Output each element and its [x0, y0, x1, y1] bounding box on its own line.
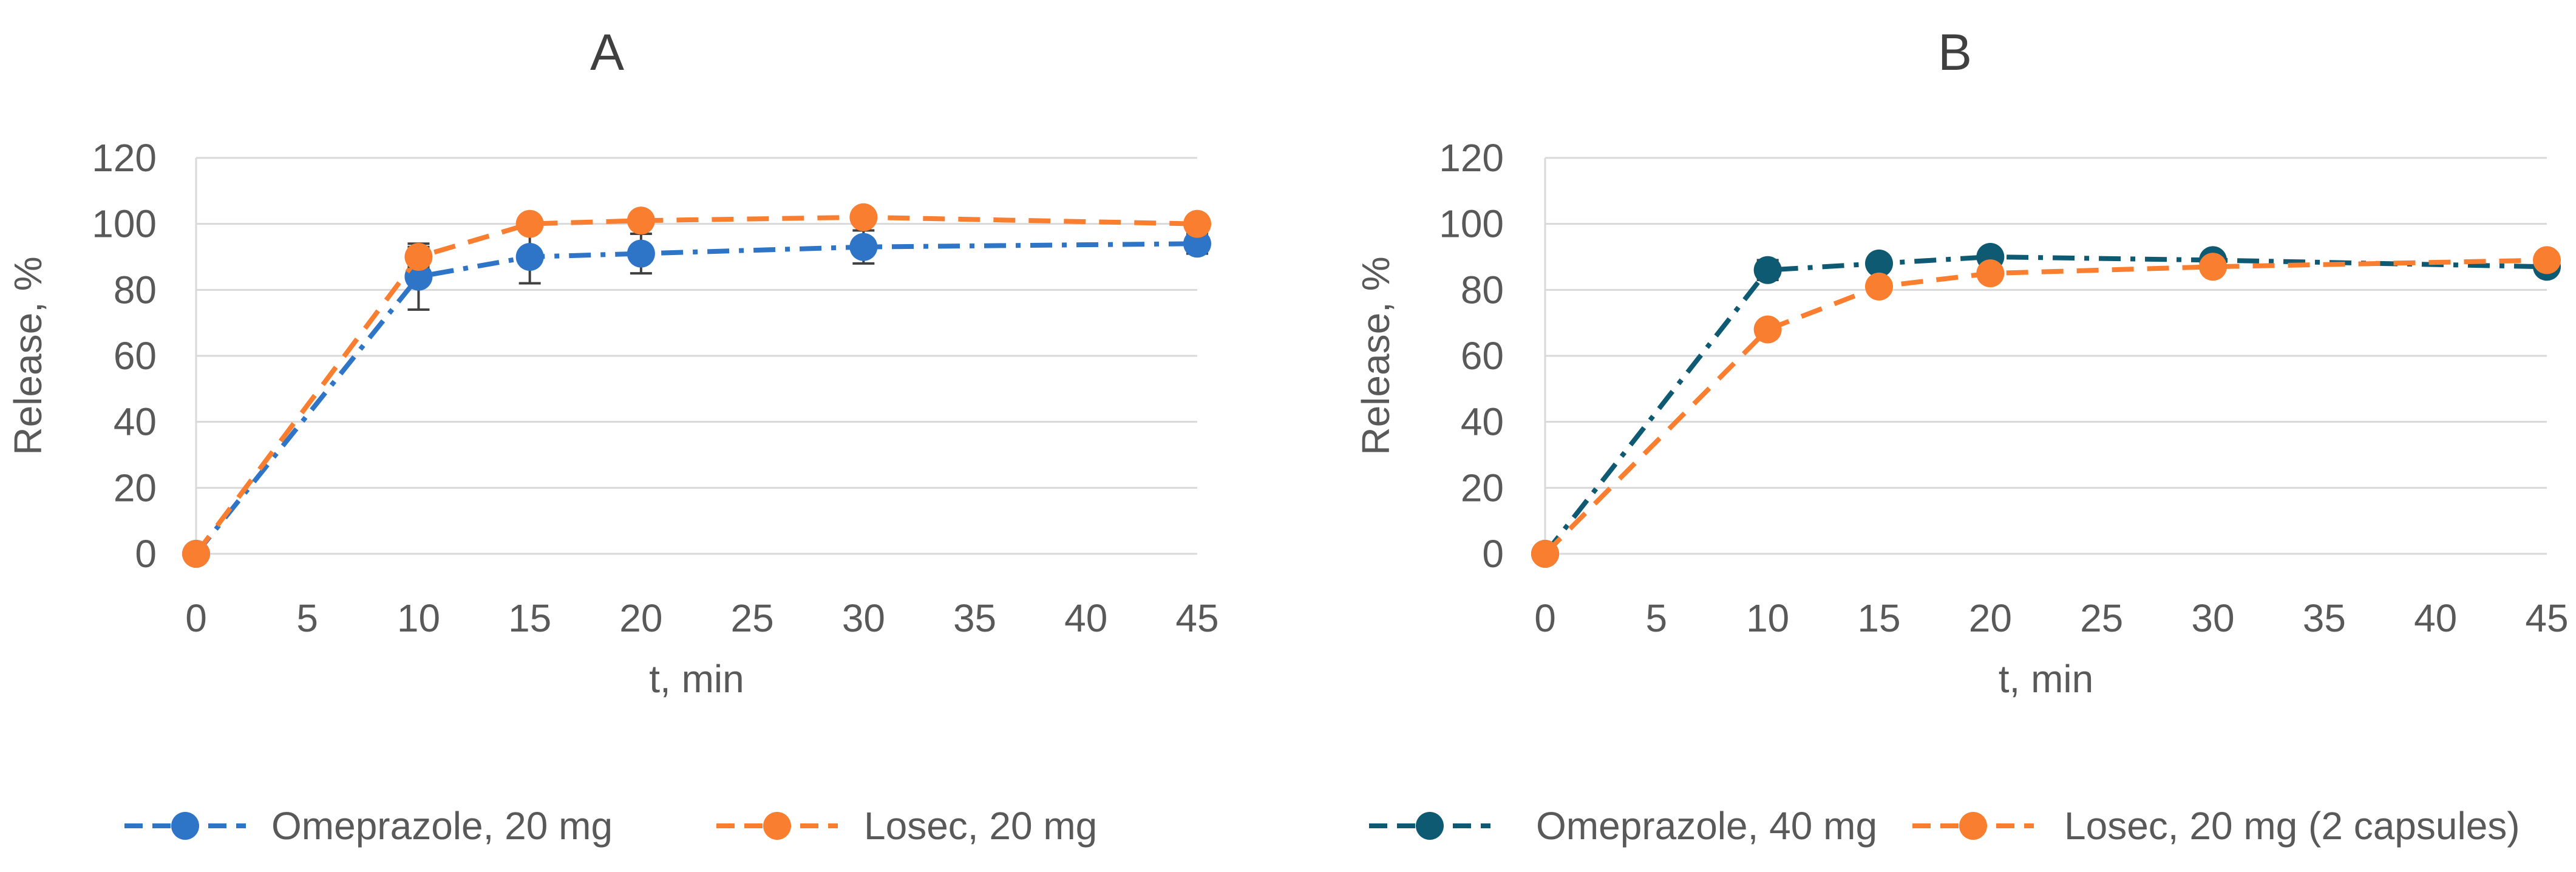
y-axis-label: Release, %	[6, 256, 50, 455]
y-tick-label: 60	[114, 334, 157, 378]
x-tick-label: 20	[619, 596, 662, 640]
x-tick-label: 30	[2191, 596, 2234, 640]
data-point	[849, 233, 878, 261]
data-point	[515, 209, 544, 238]
legend-marker	[171, 812, 199, 840]
x-tick-label: 35	[953, 596, 996, 640]
x-tick-label: 40	[1064, 596, 1107, 640]
data-point	[627, 239, 655, 268]
legend-label: Losec, 20 mg (2 capsules)	[2064, 804, 2520, 848]
legend-marker	[1959, 812, 1987, 840]
series-line	[1543, 257, 2547, 556]
data-point	[627, 206, 655, 235]
data-point	[182, 540, 210, 568]
x-tick-label: 25	[2080, 596, 2123, 640]
y-tick-label: 40	[1461, 400, 1504, 444]
x-tick-label: 45	[1175, 596, 1218, 640]
series-line	[194, 241, 1198, 556]
legend-label: Omeprazole, 20 mg	[271, 804, 613, 848]
x-tick-label: 45	[2525, 596, 2568, 640]
data-point	[1865, 249, 1893, 278]
y-tick-label: 120	[1439, 136, 1504, 180]
y-tick-label: 0	[1482, 532, 1504, 576]
x-tick-label: 0	[1534, 596, 1556, 640]
y-axis-label: Release, %	[1354, 256, 1398, 455]
legend-marker	[1416, 812, 1444, 840]
x-tick-label: 5	[296, 596, 318, 640]
legend-marker	[763, 812, 791, 840]
data-point	[1753, 315, 1782, 344]
x-tick-label: 35	[2303, 596, 2346, 640]
y-tick-label: 20	[114, 466, 157, 509]
data-point	[1865, 272, 1893, 301]
legend-label: Omeprazole, 40 mg	[1536, 804, 1877, 848]
x-tick-label: 40	[2414, 596, 2457, 640]
chart-title: A	[590, 24, 624, 81]
x-tick-label: 30	[842, 596, 885, 640]
data-point	[2199, 253, 2227, 281]
chart-panel-a: A 0 20 40 60 80 100 120 0 5 10 15 20 25 30 35 40 45 t, min…	[6, 24, 1219, 848]
series-line	[194, 214, 1198, 556]
data-point	[515, 243, 544, 271]
x-tick-label: 25	[731, 596, 774, 640]
x-axis-label: t, min	[1999, 657, 2093, 701]
series-line	[1543, 254, 2547, 556]
data-point	[1183, 209, 1211, 238]
data-point	[1531, 540, 1559, 568]
data-point	[404, 243, 433, 271]
y-tick-label: 60	[1461, 334, 1504, 378]
x-tick-label: 15	[1857, 596, 1900, 640]
x-tick-label: 10	[397, 596, 440, 640]
x-tick-label: 20	[1969, 596, 2012, 640]
y-tick-label: 0	[135, 532, 157, 576]
y-tick-label: 100	[1439, 202, 1504, 246]
y-tick-label: 80	[1461, 268, 1504, 312]
x-axis-label: t, min	[649, 657, 744, 701]
x-tick-label: 5	[1646, 596, 1668, 640]
data-point	[1183, 230, 1211, 258]
x-tick-label: 10	[1746, 596, 1789, 640]
x-tick-label: 0	[185, 596, 207, 640]
y-tick-label: 40	[114, 400, 157, 444]
y-tick-label: 120	[92, 136, 157, 180]
chart-panel-b: B 0 20 40 60 80 100 120 0 5 10 15 20 25 30 35 40 45 t, min…	[1354, 24, 2569, 848]
y-tick-label: 100	[92, 202, 157, 246]
data-point	[2533, 246, 2561, 274]
chart-title: B	[1938, 24, 1972, 81]
legend-label: Losec, 20 mg	[864, 804, 1097, 848]
data-point	[1753, 256, 1782, 284]
data-point	[849, 203, 878, 231]
data-point	[1976, 259, 2005, 288]
y-tick-label: 80	[114, 268, 157, 312]
y-tick-label: 20	[1461, 466, 1504, 509]
x-tick-label: 15	[508, 596, 551, 640]
